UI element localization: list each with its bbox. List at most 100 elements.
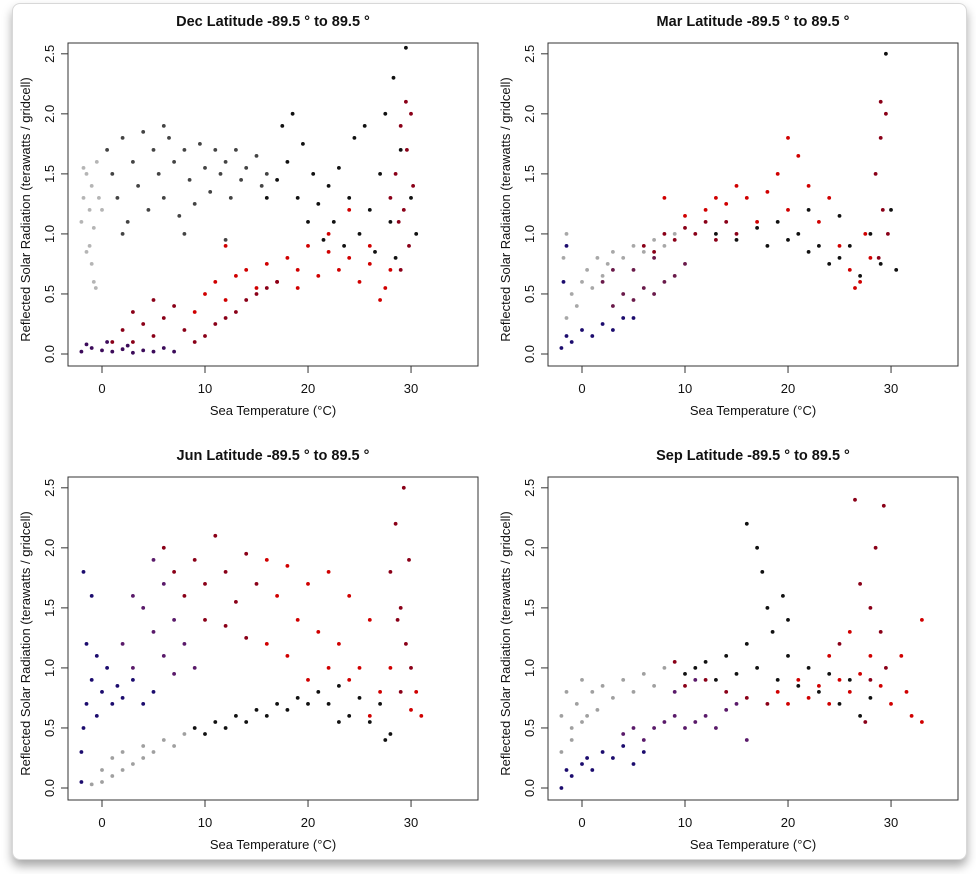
y-tick-label: 1.5: [42, 599, 57, 617]
data-point: [899, 654, 904, 658]
data-point: [847, 268, 852, 272]
data-point: [182, 642, 187, 646]
data-point: [120, 696, 125, 700]
chart-title: Jun Latitude -89.5 ° to 89.5 °: [177, 448, 370, 464]
data-point: [693, 678, 698, 682]
data-point: [192, 310, 197, 314]
data-point: [131, 762, 135, 766]
data-point: [714, 232, 718, 236]
data-point: [600, 684, 605, 688]
panel-dec: 0 10 20 30 0.0 0.5 1.0 1.5 2.0 2.5 Dec Latitude -8…: [1, 1, 489, 433]
data-point: [84, 172, 89, 176]
data-point: [177, 214, 182, 218]
data-point: [884, 666, 888, 670]
data-point: [352, 136, 357, 140]
data-point: [383, 738, 388, 742]
data-point: [837, 642, 842, 646]
data-point: [264, 558, 269, 562]
figure-frame: 0 10 20 30 0.0 0.5 1.0 1.5 2.0 2.5 Dec Latitude -8…: [12, 3, 967, 860]
data-point: [105, 666, 109, 670]
data-point: [151, 630, 156, 634]
data-point: [827, 654, 832, 658]
data-point: [398, 690, 403, 694]
data-point: [347, 196, 352, 200]
data-point: [337, 684, 341, 688]
data-point: [564, 316, 569, 320]
data-point: [223, 726, 228, 730]
data-point: [806, 250, 811, 254]
data-point: [569, 726, 574, 730]
data-point: [683, 214, 687, 218]
data-point: [765, 244, 770, 248]
data-point: [724, 220, 729, 224]
data-point: [559, 750, 564, 754]
data-point: [574, 304, 579, 308]
data-point: [337, 166, 341, 170]
data-point: [285, 564, 290, 568]
data-point: [569, 340, 574, 344]
data-point: [396, 220, 401, 224]
data-point: [621, 732, 626, 736]
data-point: [81, 726, 86, 730]
data-point: [755, 220, 759, 224]
x-tick-label: 20: [301, 381, 315, 396]
data-point: [115, 196, 120, 200]
data-point: [120, 347, 125, 352]
data-point: [559, 786, 564, 790]
data-point: [254, 154, 259, 158]
data-point: [198, 142, 202, 146]
data-point: [378, 702, 382, 706]
chart-title: Sep Latitude -89.5 ° to 89.5 °: [656, 448, 850, 464]
data-point: [817, 690, 821, 694]
x-axis-label: Sea Temperature (°C): [210, 403, 336, 418]
x-tick-label: 0: [578, 815, 585, 830]
data-point: [79, 780, 84, 784]
data-point: [172, 349, 177, 354]
data-point: [631, 298, 636, 302]
data-point: [569, 292, 574, 296]
y-axis-label: Reflected Solar Radiation (terawatts / g…: [498, 511, 513, 775]
data-point: [393, 521, 398, 526]
data-points: [559, 51, 899, 350]
data-point: [316, 630, 321, 634]
data-point: [683, 262, 687, 266]
data-point: [398, 124, 403, 128]
data-point: [125, 220, 130, 224]
panel-sep: 0 10 20 30 0.0 0.5 1.0 1.5 2.0 2.5 Sep Latitude -8…: [481, 435, 969, 867]
x-tick-label: 0: [578, 381, 585, 396]
data-point: [326, 184, 331, 188]
data-point: [806, 208, 811, 212]
data-point: [337, 642, 341, 646]
data-point: [404, 99, 408, 104]
data-point: [724, 654, 729, 658]
data-point: [203, 292, 207, 296]
data-point: [203, 582, 207, 586]
data-point: [259, 184, 264, 188]
data-point: [561, 256, 566, 260]
data-point: [254, 292, 259, 296]
data-point: [151, 349, 156, 354]
data-point: [285, 708, 290, 712]
data-point: [585, 714, 589, 718]
data-point: [884, 51, 888, 56]
data-point: [254, 286, 259, 290]
data-point: [662, 196, 667, 200]
data-point: [151, 750, 156, 754]
data-point: [611, 268, 615, 272]
data-point: [904, 690, 909, 694]
data-point: [775, 678, 780, 682]
data-point: [192, 558, 197, 562]
data-point: [611, 304, 615, 308]
scatter-plot: 0 10 20 30 0.0 0.5 1.0 1.5 2.0 2.5 Dec Latitude -8…: [18, 14, 479, 418]
data-point: [357, 280, 362, 284]
data-point: [569, 774, 574, 778]
data-point: [131, 340, 135, 344]
data-point: [306, 244, 310, 248]
x-axis-label: Sea Temperature (°C): [690, 403, 816, 418]
data-point: [161, 545, 166, 550]
data-point: [167, 136, 171, 140]
data-point: [574, 702, 579, 706]
data-point: [714, 726, 718, 730]
data-point: [367, 244, 372, 248]
data-point: [755, 666, 759, 670]
